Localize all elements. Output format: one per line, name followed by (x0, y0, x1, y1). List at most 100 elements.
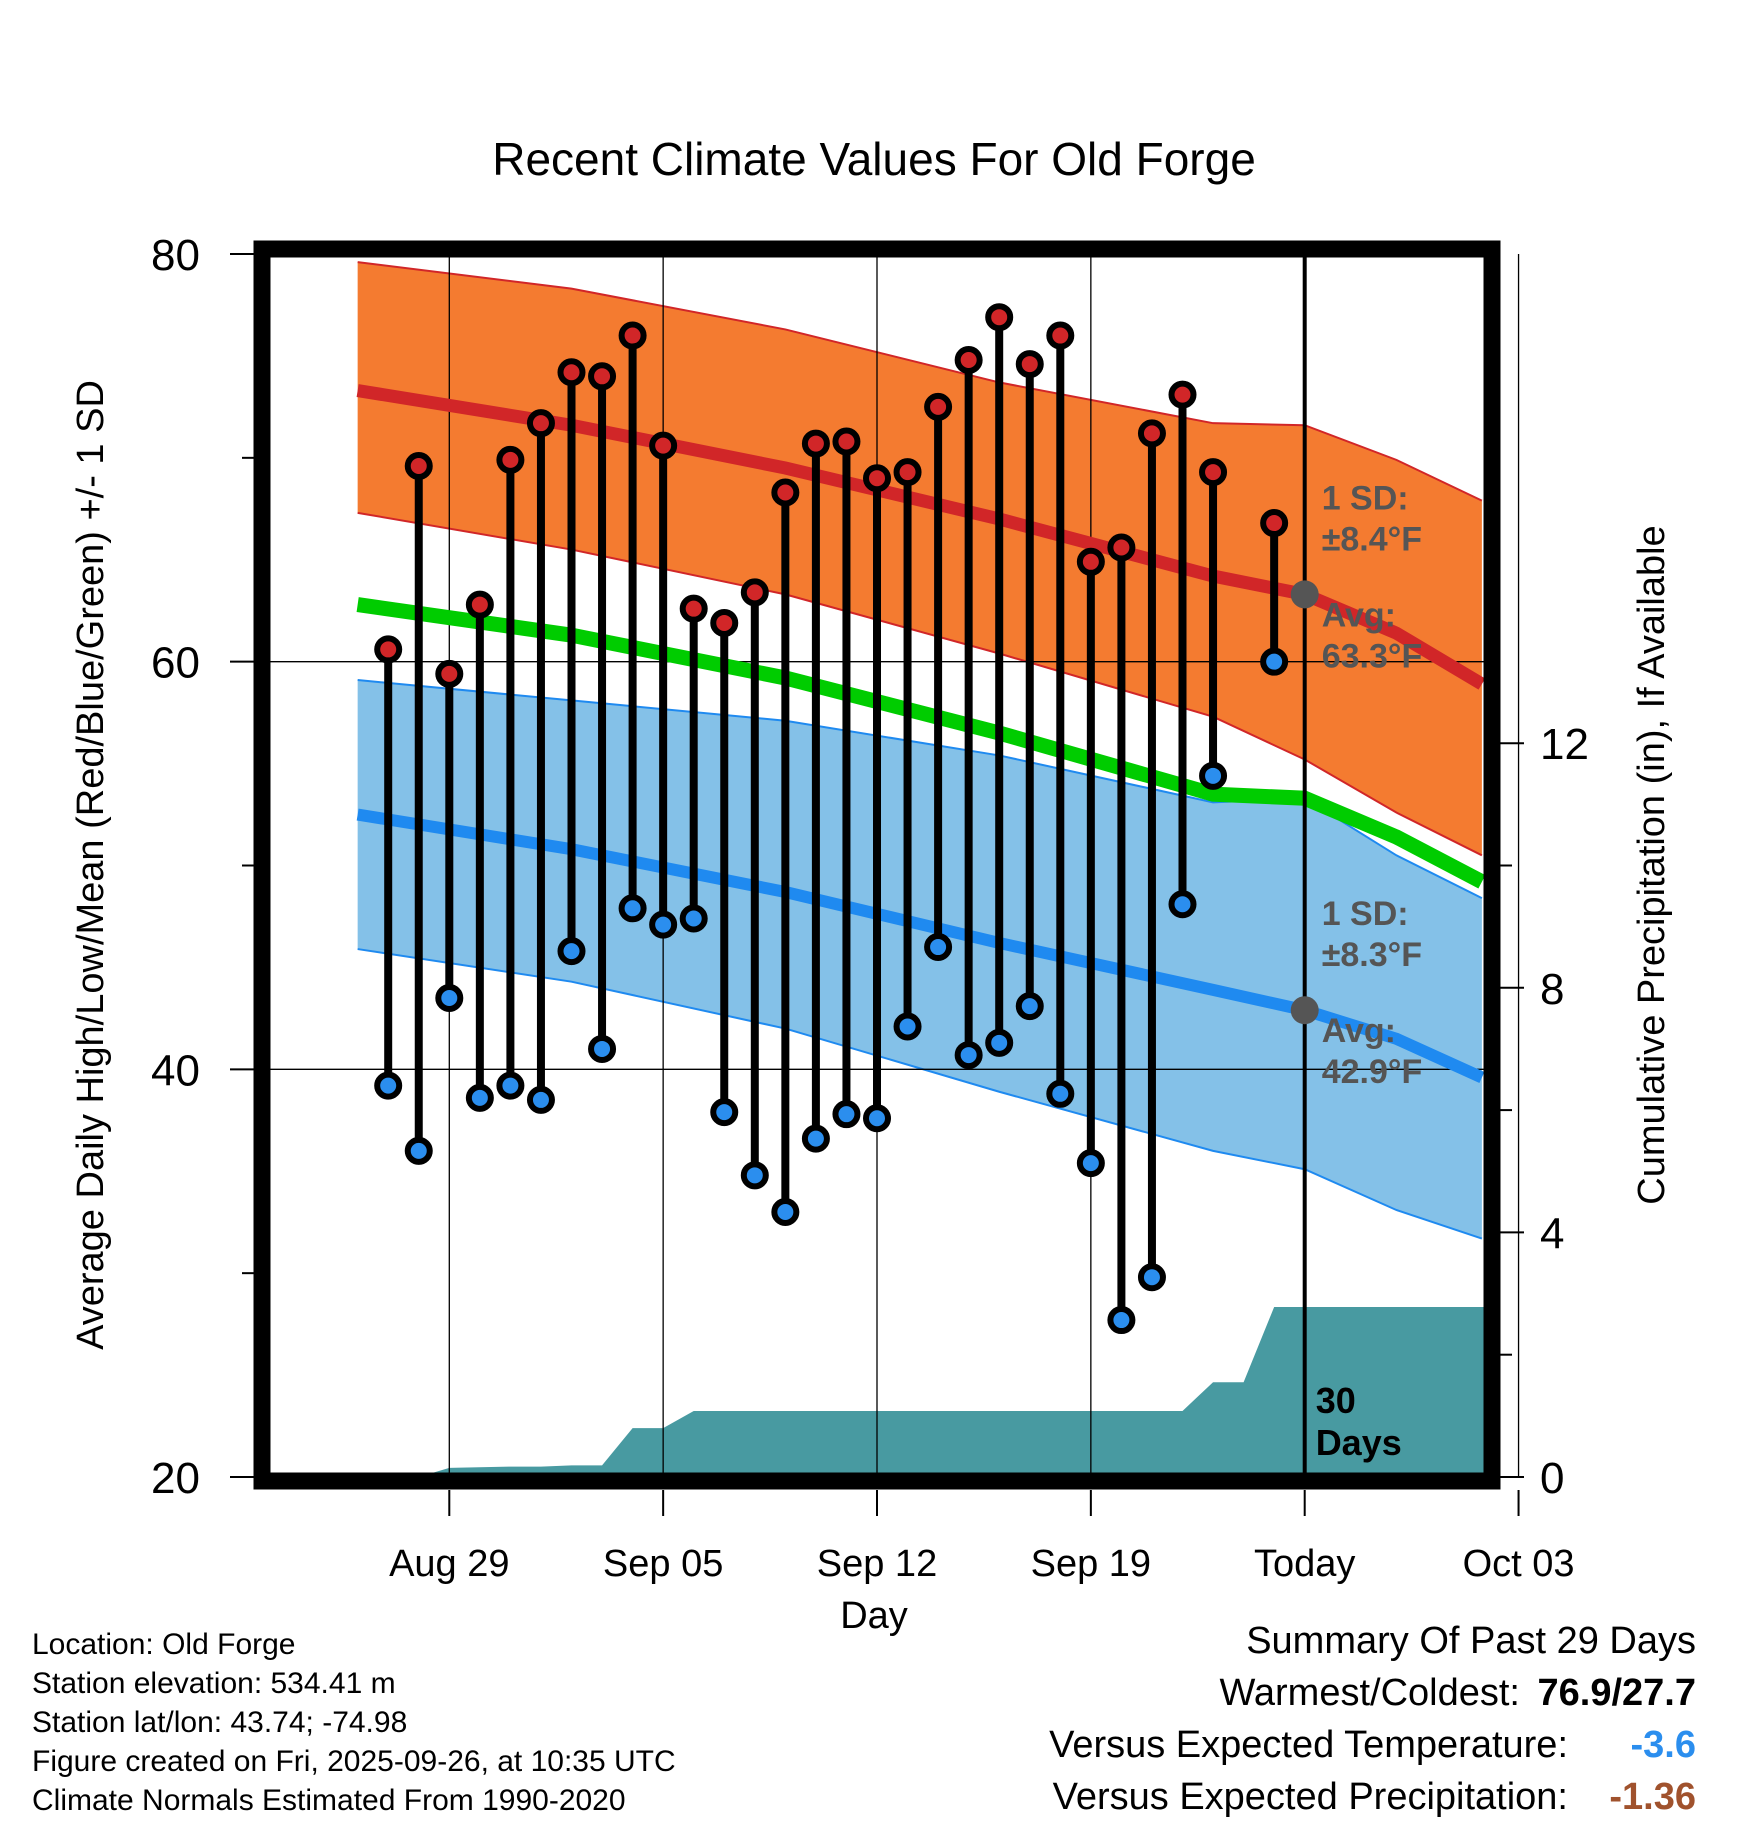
window-label-days: Days (1316, 1422, 1402, 1463)
summary-title: Summary Of Past 29 Days (1246, 1620, 1696, 1662)
obs-low-point (985, 1028, 1014, 1057)
obs-high-point (588, 362, 617, 391)
low-upper-edge (357, 679, 1483, 900)
right-y-tick-label: 8 (1540, 965, 1564, 1014)
obs-high-point (954, 345, 983, 374)
obs-low-point (1260, 647, 1289, 676)
obs-low-point (710, 1098, 739, 1127)
obs-low-point (496, 1071, 525, 1100)
obs-low-point (557, 937, 586, 966)
high-upper-edge (357, 261, 1483, 502)
obs-low-point (740, 1161, 769, 1190)
obs-high-point (832, 427, 861, 456)
info-latlon: Station lat/lon: 43.74; -74.98 (32, 1706, 408, 1739)
obs-low-point (954, 1041, 983, 1070)
right-y-tick-label: 0 (1540, 1454, 1564, 1503)
x-tick-label: Oct 03 (1463, 1543, 1575, 1585)
obs-high-point (1137, 419, 1166, 448)
obs-low-point (863, 1104, 891, 1133)
obs-low-point (526, 1085, 555, 1114)
low-normal-line (356, 808, 1485, 1083)
obs-low-point (435, 983, 464, 1012)
obs-high-point (893, 458, 922, 487)
obs-low-point (771, 1198, 800, 1227)
obs-high-point (801, 429, 830, 458)
obs-high-point (496, 445, 525, 474)
low-sd-value: ±8.3°F (1322, 936, 1422, 974)
window-label-number: 30 (1316, 1380, 1356, 1421)
x-axis-label: Day (840, 1595, 908, 1637)
obs-low-point (649, 910, 678, 939)
obs-low-point (1168, 890, 1197, 919)
obs-high-point (526, 409, 555, 438)
y-tick-label: 40 (151, 1046, 200, 1095)
obs-high-point (1015, 350, 1044, 379)
obs-high-point (1260, 509, 1289, 538)
right-y-axis-label: Cumulative Precipitation (in), If Availa… (1631, 525, 1673, 1204)
x-tick-label: Sep 05 (603, 1543, 723, 1585)
obs-low-point (1076, 1149, 1105, 1178)
mean-normal-line (356, 597, 1486, 889)
obs-low-point (1015, 992, 1044, 1021)
low-sd-label: 1 SD: (1322, 895, 1409, 933)
obs-low-point (1107, 1306, 1136, 1335)
obs-low-point (924, 933, 953, 962)
info-normals: Climate Normals Estimated From 1990-2020 (32, 1784, 626, 1817)
obs-low-point (465, 1083, 494, 1112)
high-normal-line (356, 384, 1486, 690)
summary-temp-value: -3.6 (1630, 1724, 1696, 1766)
x-tick-label: Sep 19 (1031, 1543, 1151, 1585)
low-sd-band (357, 680, 1482, 1239)
obs-high-point (1076, 547, 1105, 576)
obs-high-point (649, 431, 678, 460)
obs-low-point (1137, 1263, 1166, 1292)
high-sd-band (357, 262, 1482, 856)
info-location: Location: Old Forge (32, 1628, 296, 1661)
low-avg-marker (1290, 996, 1319, 1025)
obs-high-point (863, 464, 891, 493)
high-sd-label: 1 SD: (1322, 479, 1409, 517)
summary-temp-label: Versus Expected Temperature: (1049, 1724, 1568, 1766)
right-y-tick-label: 4 (1540, 1209, 1564, 1258)
obs-low-point (1046, 1079, 1075, 1108)
summary-precip-label: Versus Expected Precipitation: (1052, 1776, 1568, 1818)
obs-low-point (893, 1012, 922, 1041)
summary-precip-value: -1.36 (1609, 1776, 1696, 1818)
high-avg-marker (1290, 580, 1319, 609)
plot-frame (253, 240, 1501, 1490)
obs-low-point (618, 894, 647, 923)
low-avg-value: 42.9°F (1322, 1053, 1423, 1091)
low-avg-label: Avg: (1322, 1012, 1396, 1050)
obs-low-point (801, 1124, 830, 1153)
obs-high-point (985, 303, 1014, 332)
obs-high-point (679, 594, 708, 623)
obs-low-point (374, 1071, 403, 1100)
obs-high-point (557, 358, 586, 387)
x-tick-label: Today (1254, 1543, 1355, 1585)
info-created: Figure created on Fri, 2025-09-26, at 10… (32, 1745, 676, 1778)
obs-high-point (710, 608, 739, 637)
high-avg-label: Avg: (1322, 596, 1396, 634)
summary-warm-cold-value: 76.9/27.7 (1537, 1672, 1696, 1714)
obs-low-point (679, 904, 708, 933)
obs-high-point (740, 578, 769, 607)
high-sd-value: ±8.4°F (1322, 520, 1422, 558)
obs-high-point (404, 451, 433, 480)
right-y-tick-label: 12 (1540, 720, 1589, 769)
obs-high-point (1168, 380, 1197, 409)
obs-high-point (618, 321, 647, 350)
obs-high-point (1046, 321, 1075, 350)
x-tick-label: Aug 29 (389, 1543, 509, 1585)
obs-low-point (832, 1100, 861, 1129)
high-avg-value: 63.3°F (1322, 637, 1423, 675)
y-tick-label: 20 (151, 1454, 200, 1503)
high-lower-edge (357, 511, 1483, 857)
low-lower-edge (357, 948, 1483, 1240)
obs-high-point (374, 635, 403, 664)
y-tick-label: 80 (151, 231, 200, 280)
x-tick-label: Sep 12 (817, 1543, 937, 1585)
obs-high-point (1199, 458, 1228, 487)
obs-high-point (465, 590, 494, 619)
